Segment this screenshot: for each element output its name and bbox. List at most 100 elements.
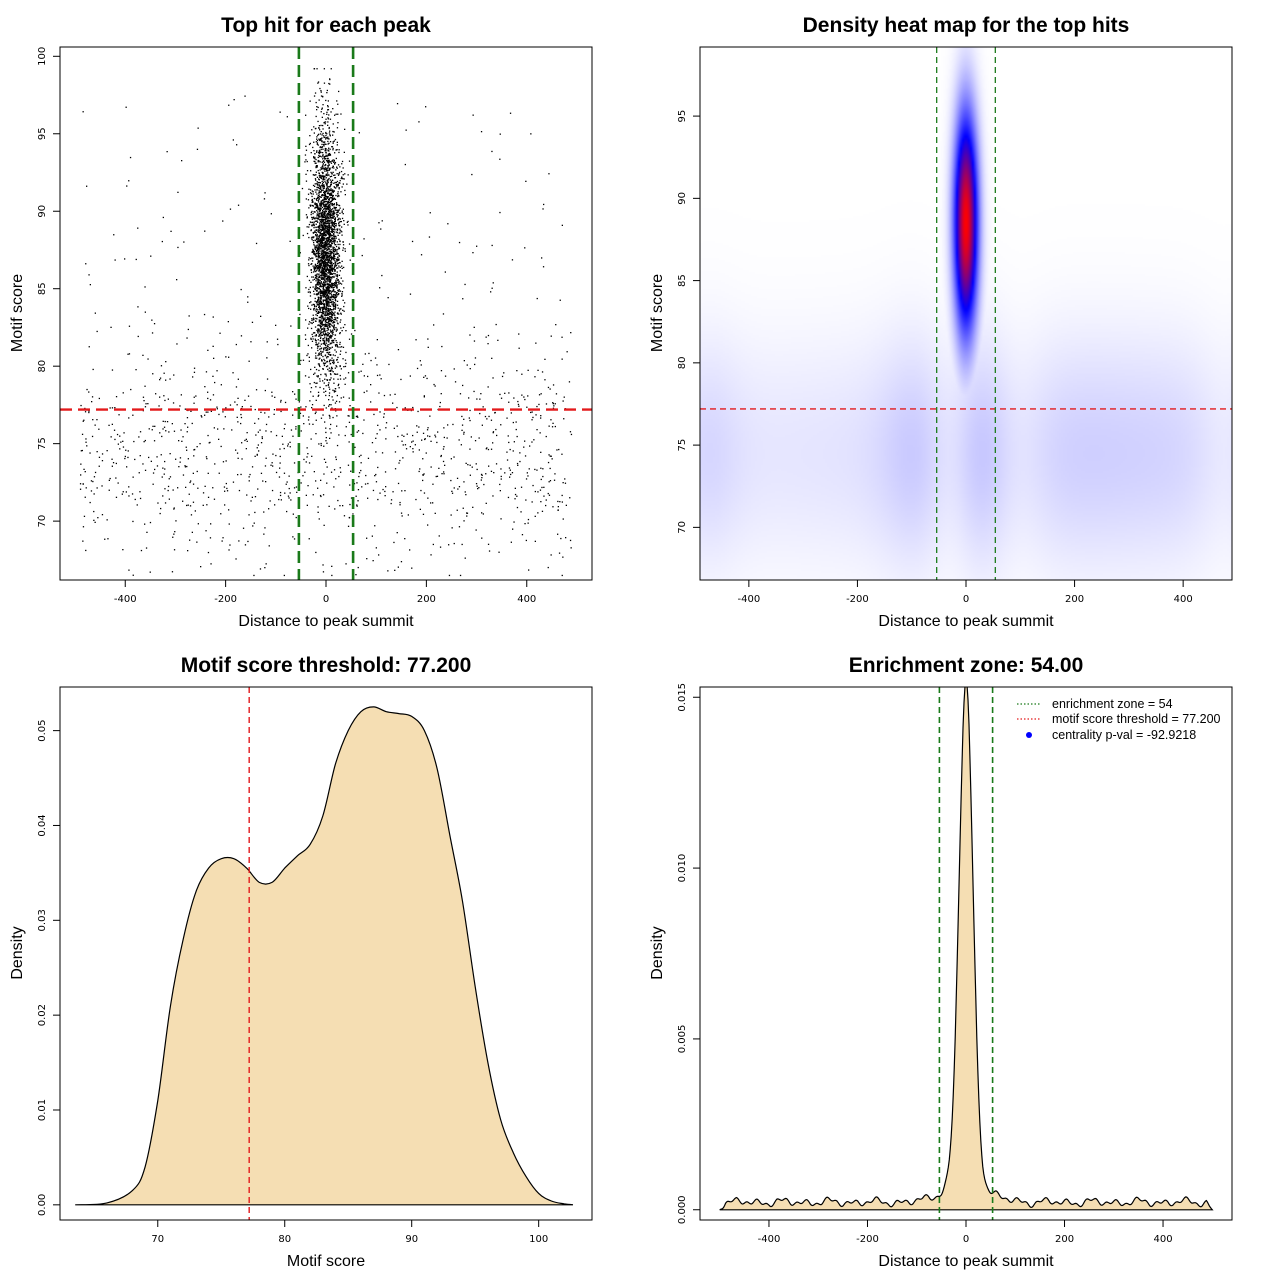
scatter-point bbox=[506, 459, 509, 461]
scatter-point bbox=[326, 222, 329, 225]
scatter-point bbox=[334, 344, 337, 346]
scatter-point bbox=[328, 222, 331, 224]
scatter-point bbox=[276, 338, 279, 340]
scatter-point bbox=[326, 170, 328, 172]
scatter-point bbox=[327, 207, 329, 209]
scatter-point bbox=[322, 226, 324, 228]
scatter-point bbox=[306, 504, 308, 506]
scatter-point bbox=[324, 261, 326, 263]
scatter-point bbox=[540, 393, 542, 395]
scatter-point bbox=[547, 461, 550, 464]
scatter-point bbox=[307, 199, 310, 201]
scatter-point bbox=[545, 504, 547, 507]
scatter-point bbox=[319, 291, 321, 293]
scatter-point bbox=[340, 113, 342, 115]
scatter-point bbox=[241, 442, 243, 444]
scatter-point bbox=[316, 303, 319, 305]
scatter-point bbox=[323, 264, 325, 266]
scatter-point bbox=[463, 418, 465, 420]
scatter-point bbox=[162, 428, 164, 430]
scatter-point bbox=[296, 491, 298, 493]
scatter-point bbox=[495, 428, 497, 431]
scatter-point bbox=[537, 369, 539, 371]
scatter-point bbox=[340, 319, 342, 321]
scatter-point bbox=[319, 232, 321, 234]
scatter-point bbox=[334, 186, 336, 189]
scatter-point bbox=[433, 324, 435, 326]
x-tick-label: -400 bbox=[758, 1234, 781, 1245]
scatter-point bbox=[316, 273, 318, 275]
scatter-point bbox=[321, 295, 323, 297]
scatter-point bbox=[314, 156, 316, 158]
scatter-point bbox=[499, 393, 501, 396]
scatter-point bbox=[318, 268, 321, 270]
scatter-point bbox=[378, 222, 380, 224]
scatter-point bbox=[319, 348, 321, 350]
scatter-point bbox=[322, 338, 324, 340]
scatter-point bbox=[518, 405, 520, 407]
scatter-point bbox=[323, 445, 325, 447]
scatter-point bbox=[374, 357, 377, 359]
scatter-point bbox=[339, 221, 341, 223]
scatter-point bbox=[328, 225, 330, 227]
scatter-point bbox=[295, 486, 298, 488]
scatter-point bbox=[317, 511, 319, 513]
scatter-point bbox=[327, 255, 329, 257]
scatter-point bbox=[101, 514, 104, 516]
scatter-point bbox=[137, 306, 139, 308]
scatter-point bbox=[320, 189, 323, 192]
scatter-point bbox=[370, 359, 372, 362]
scatter-point bbox=[317, 331, 319, 333]
scatter-point bbox=[318, 353, 320, 355]
scatter-point bbox=[334, 138, 337, 141]
scatter-point bbox=[315, 314, 317, 316]
scatter-point bbox=[339, 282, 341, 284]
scatter-point bbox=[357, 416, 359, 418]
scatter-point bbox=[88, 274, 90, 276]
scatter-point bbox=[343, 515, 346, 517]
scatter-point bbox=[334, 218, 336, 221]
scatter-point bbox=[343, 223, 345, 225]
scatter-point bbox=[315, 141, 317, 143]
scatter-point bbox=[207, 411, 209, 413]
scatter-point bbox=[357, 566, 359, 569]
scatter-point bbox=[339, 374, 341, 377]
scatter-point bbox=[144, 286, 146, 288]
scatter-point bbox=[323, 328, 325, 331]
scatter-point bbox=[316, 150, 318, 152]
scatter-point bbox=[241, 406, 243, 408]
scatter-point bbox=[325, 158, 327, 160]
heatmap-plot-area bbox=[700, 47, 1232, 580]
scatter-point bbox=[323, 232, 325, 235]
scatter-point bbox=[281, 435, 283, 437]
scatter-point bbox=[317, 237, 319, 239]
scatter-point bbox=[425, 106, 427, 108]
scatter-point bbox=[312, 184, 315, 187]
scatter-point bbox=[147, 403, 149, 405]
scatter-point bbox=[331, 189, 333, 191]
scatter-point bbox=[320, 262, 322, 264]
scatter-point bbox=[509, 476, 511, 478]
scatter-point bbox=[206, 458, 208, 460]
scatter-point bbox=[340, 397, 342, 399]
scatter-point bbox=[383, 413, 385, 415]
scatter-point bbox=[331, 146, 334, 148]
scatter-point bbox=[254, 422, 256, 424]
scatter-point bbox=[323, 176, 325, 179]
scatter-point bbox=[340, 350, 342, 352]
scatter-point bbox=[321, 359, 323, 361]
scatter-point bbox=[305, 145, 307, 147]
scatter-point bbox=[320, 495, 322, 498]
x-tick-label: 90 bbox=[405, 1234, 418, 1245]
scatter-point bbox=[320, 188, 322, 190]
scatter-point bbox=[325, 303, 327, 306]
scatter-point bbox=[338, 151, 340, 154]
scatter-point bbox=[335, 292, 337, 295]
scatter-point bbox=[111, 407, 114, 409]
scatter-point bbox=[462, 384, 464, 387]
scatter-point bbox=[337, 267, 339, 269]
scatter-point bbox=[418, 121, 420, 123]
scatter-point bbox=[132, 574, 134, 576]
scatter-point bbox=[316, 269, 318, 272]
scatter-point bbox=[288, 497, 290, 499]
